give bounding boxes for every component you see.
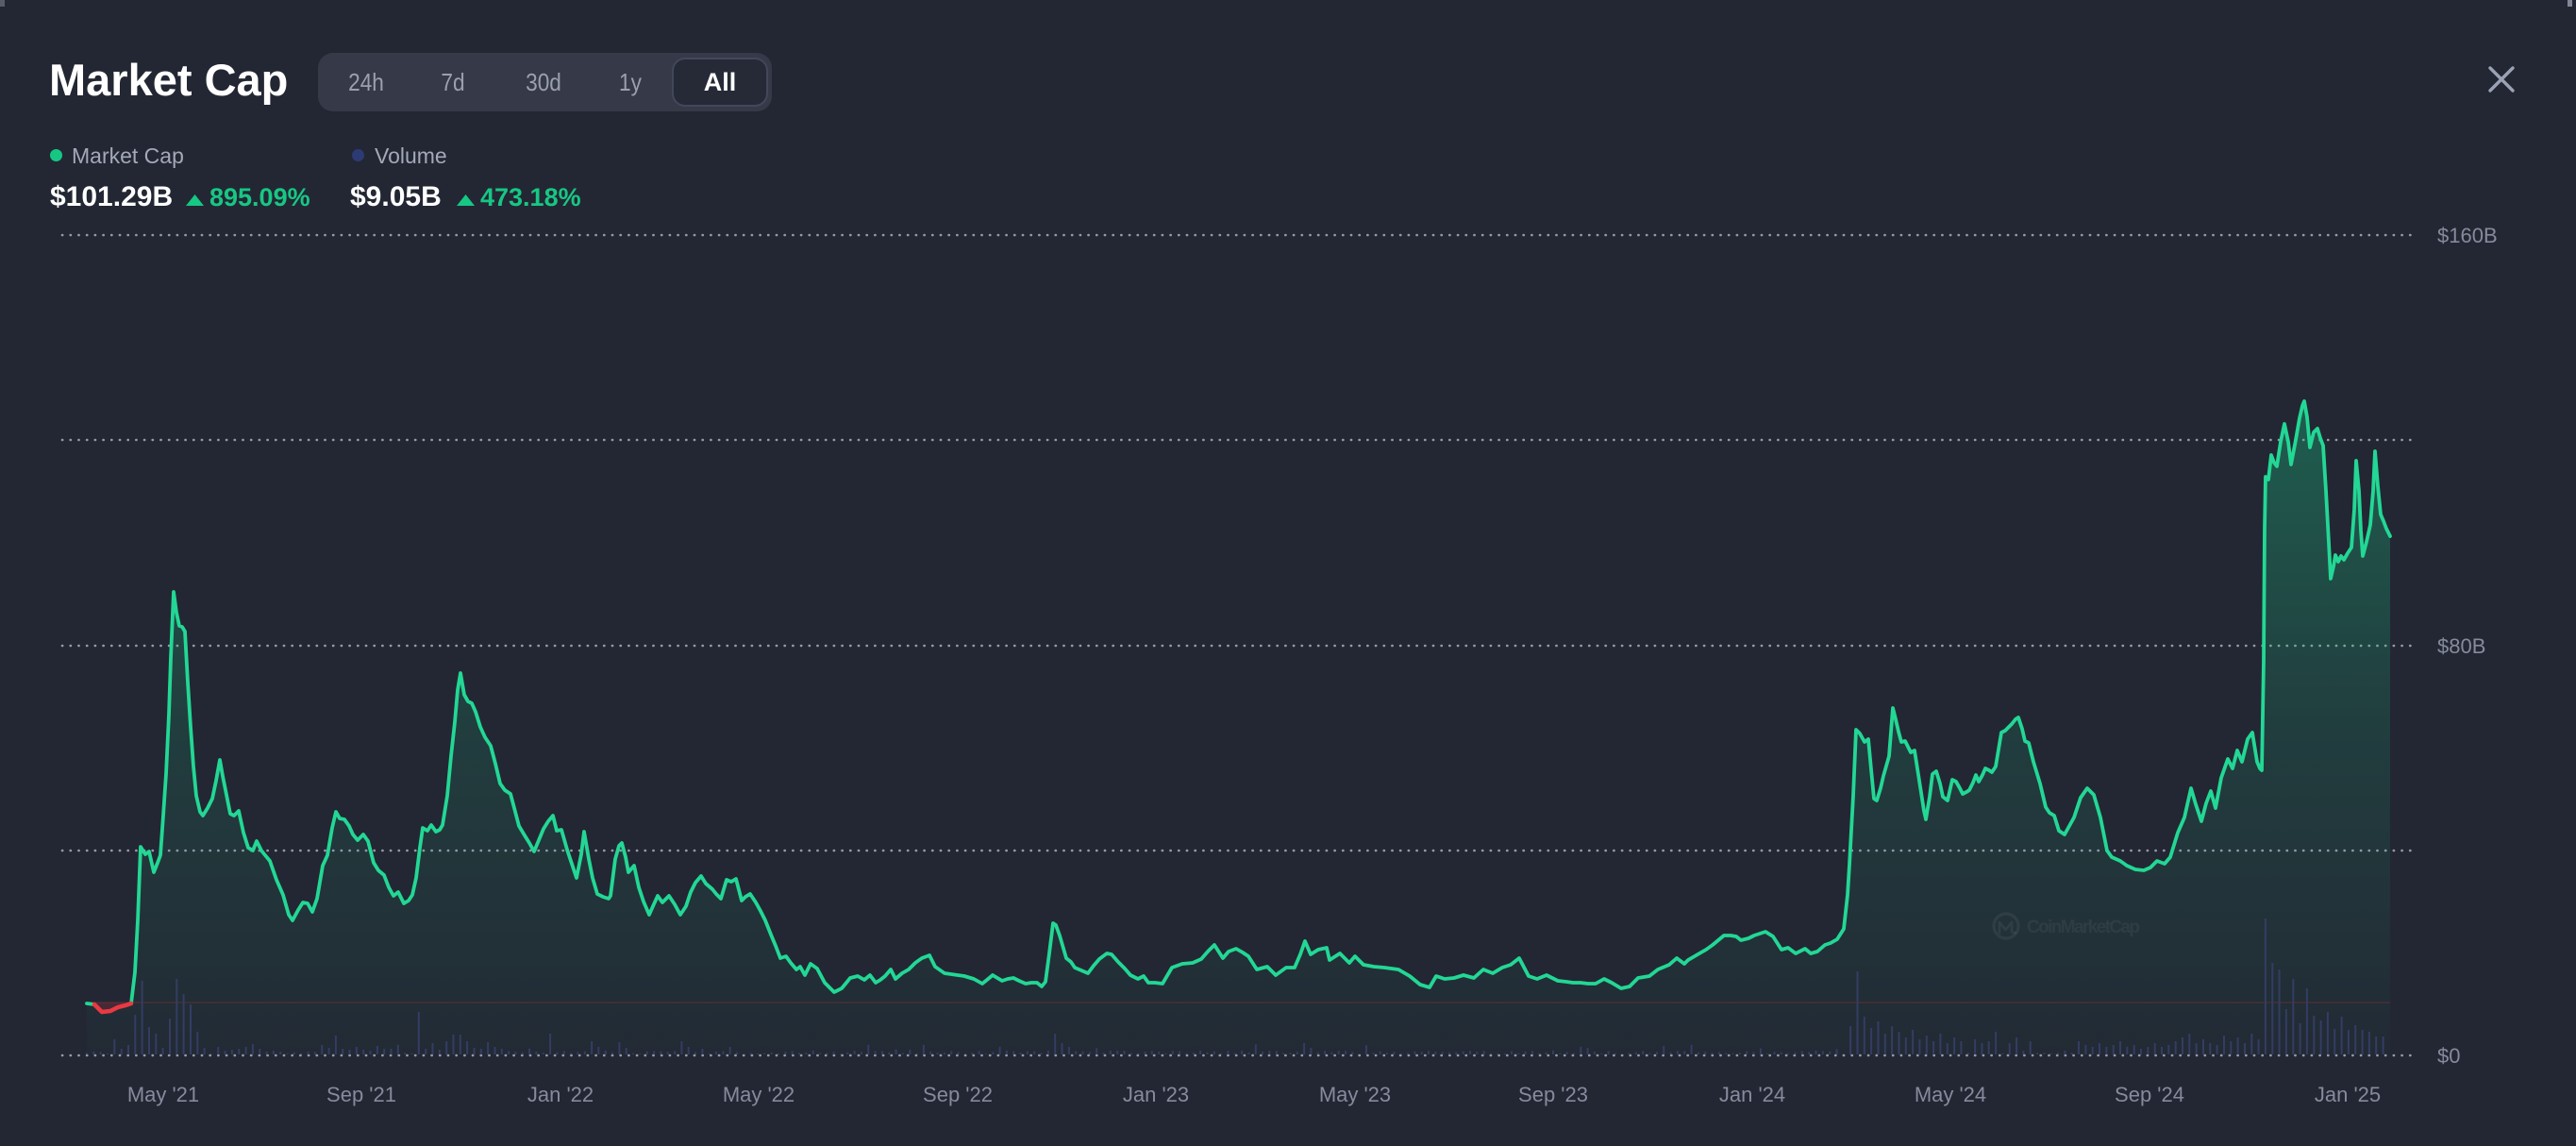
- svg-text:Sep '21: Sep '21: [326, 1083, 396, 1106]
- svg-text:CoinMarketCap: CoinMarketCap: [2027, 918, 2140, 937]
- svg-text:Jan '23: Jan '23: [1123, 1083, 1189, 1106]
- svg-text:May '21: May '21: [127, 1083, 199, 1106]
- svg-text:Jan '24: Jan '24: [1719, 1083, 1785, 1106]
- svg-text:Sep '24: Sep '24: [2115, 1083, 2184, 1106]
- svg-text:May '22: May '22: [723, 1083, 795, 1106]
- svg-text:Jan '22: Jan '22: [527, 1083, 594, 1106]
- svg-text:$80B: $80B: [2437, 634, 2485, 658]
- svg-text:$160B: $160B: [2437, 224, 2498, 247]
- svg-text:$0: $0: [2437, 1044, 2460, 1068]
- svg-text:May '24: May '24: [1915, 1083, 1986, 1106]
- svg-text:Sep '22: Sep '22: [923, 1083, 993, 1106]
- svg-text:May '23: May '23: [1319, 1083, 1391, 1106]
- svg-text:Jan '25: Jan '25: [2315, 1083, 2381, 1106]
- svg-text:Sep '23: Sep '23: [1518, 1083, 1588, 1106]
